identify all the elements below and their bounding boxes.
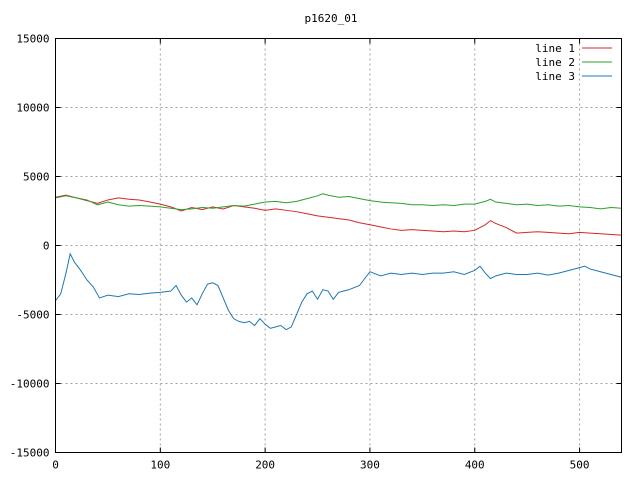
x-tick-label: 400 [465, 459, 485, 472]
x-tick-label: 300 [360, 459, 380, 472]
chart-title: p1620_01 [305, 12, 358, 25]
series-line-3 [55, 252, 622, 331]
series-line-2 [55, 193, 622, 211]
x-tick-label: 0 [52, 459, 59, 472]
y-tick-label: 10000 [16, 102, 49, 115]
x-tick-label: 100 [150, 459, 170, 472]
grid-lines [55, 38, 622, 453]
axis-ticks: 0 100 200 300 400 500 -15000 -10000 -5000 0 5000 10… [10, 33, 622, 472]
y-tick-label: 5000 [23, 171, 50, 184]
y-tick-label: 15000 [16, 33, 49, 46]
x-tick-label: 500 [570, 459, 590, 472]
y-tick-label: 0 [43, 240, 50, 253]
y-tick-label: -15000 [10, 447, 50, 460]
legend-label: line 2 [535, 56, 575, 69]
legend-label: line 1 [535, 42, 575, 55]
y-tick-label: -5000 [16, 309, 49, 322]
x-tick-label: 200 [255, 459, 275, 472]
series-line-1 [55, 194, 622, 236]
y-tick-label: -10000 [10, 378, 50, 391]
plot-area [55, 193, 622, 331]
legend-label: line 3 [535, 70, 575, 83]
